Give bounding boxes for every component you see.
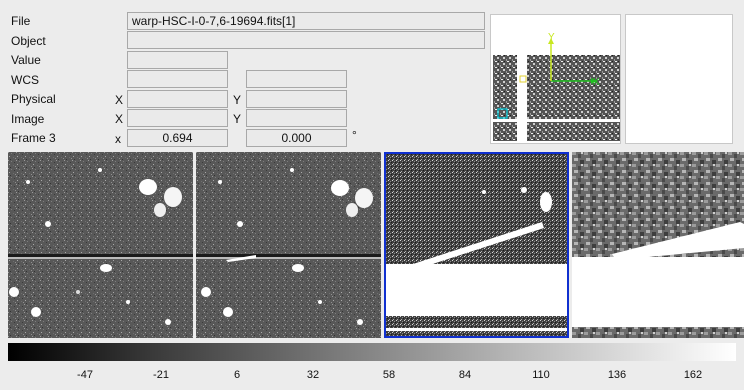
frame-label: Frame 3	[11, 131, 56, 145]
frame-x-axis-label: x	[115, 132, 121, 146]
physical-x-axis-label: X	[115, 93, 124, 107]
frame-1-image	[8, 152, 193, 338]
colorbar-tick-label: 162	[683, 369, 703, 381]
wcs-y-field[interactable]	[246, 70, 347, 88]
image-x-field[interactable]	[127, 109, 228, 127]
colorbar-tick-label: 32	[306, 369, 320, 381]
object-field[interactable]	[127, 31, 485, 49]
frame-4-image	[572, 152, 744, 338]
frame-1[interactable]	[8, 152, 193, 338]
frame-3-image	[384, 152, 569, 338]
panner[interactable]: X Y	[490, 14, 621, 144]
value-field[interactable]	[127, 51, 228, 69]
panner-view-box[interactable]	[497, 108, 508, 119]
frame-4[interactable]	[572, 152, 744, 338]
compass-origin-box	[519, 75, 527, 83]
compass-x-label: X	[593, 77, 600, 88]
compass-y-arrowhead	[548, 38, 554, 44]
wcs-label: WCS	[11, 73, 39, 87]
file-field[interactable]: warp-HSC-I-0-7,6-19694.fits[1]	[127, 12, 485, 30]
colorbar-tick-label: -21	[153, 369, 169, 381]
info-panel: File Object Value WCS Physical Image Fra…	[0, 0, 744, 150]
physical-label: Physical	[11, 92, 56, 106]
colorbar-tick-label: 110	[532, 369, 550, 381]
panner-thumbnail: X Y	[493, 32, 620, 141]
compass-x-arrowhead	[591, 78, 597, 84]
colorbar-tick-label: 6	[233, 369, 241, 381]
frames-area	[8, 152, 744, 338]
frame-rotation-field[interactable]: 0.000	[246, 129, 347, 147]
physical-x-field[interactable]	[127, 90, 228, 108]
frame-2[interactable]	[196, 152, 381, 338]
degree-symbol: °	[352, 128, 357, 142]
frame-2-image	[196, 152, 381, 338]
colorbar-tick-label: 58	[382, 369, 396, 381]
frame-3[interactable]	[384, 152, 569, 338]
magnifier	[625, 14, 733, 144]
wcs-x-field[interactable]	[127, 70, 228, 88]
image-label: Image	[11, 112, 45, 126]
frame-3-active-border	[384, 152, 569, 338]
image-y-field[interactable]	[246, 109, 347, 127]
file-label: File	[11, 14, 31, 28]
compass-y-label: Y	[548, 32, 555, 43]
image-y-axis-label: Y	[233, 112, 242, 126]
colorbar-tick-label: 136	[607, 369, 627, 381]
image-x-axis-label: X	[115, 112, 124, 126]
object-label: Object	[11, 34, 46, 48]
colorbar-tick-label: -47	[77, 369, 93, 381]
physical-y-axis-label: Y	[233, 93, 242, 107]
frame-zoom-field[interactable]: 0.694	[127, 129, 228, 147]
physical-y-field[interactable]	[246, 90, 347, 108]
value-label: Value	[11, 53, 41, 67]
colorbar-tick-label: 84	[458, 369, 472, 381]
colorbar[interactable]	[8, 343, 736, 361]
